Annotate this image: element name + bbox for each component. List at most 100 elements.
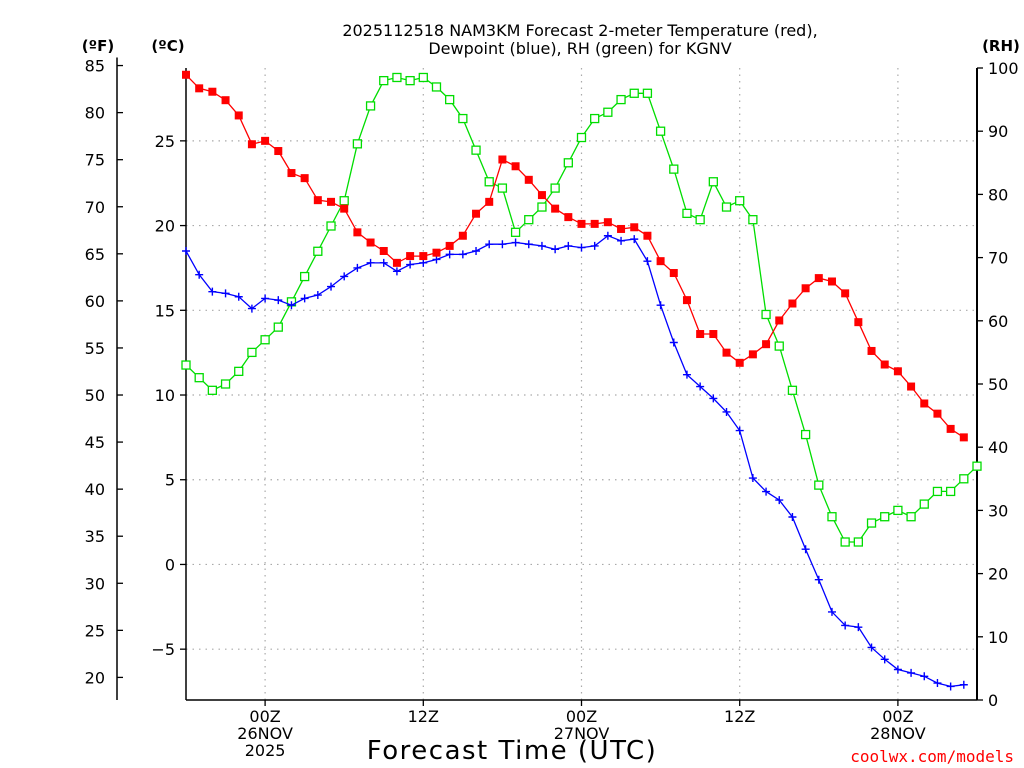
temperature-point xyxy=(247,140,256,149)
temperature-point xyxy=(643,231,652,240)
temperature-point xyxy=(709,330,718,339)
temperature-point xyxy=(379,246,388,255)
celsius-tick-label: −5 xyxy=(151,640,175,659)
dewpoint-point xyxy=(762,487,771,496)
temperature-point xyxy=(274,147,283,156)
dewpoint-point xyxy=(933,679,942,688)
temperature-point xyxy=(551,204,560,213)
rh-point xyxy=(299,271,310,282)
rh-point xyxy=(273,322,283,332)
fahrenheit-tick-label: 45 xyxy=(85,433,105,452)
dewpoint-point xyxy=(630,235,639,244)
fahrenheit-tick-label: 30 xyxy=(85,574,105,593)
temperature-point xyxy=(577,219,586,228)
rh-point xyxy=(603,107,613,117)
rh-tick-label: 80 xyxy=(988,185,1008,204)
dewpoint-point xyxy=(353,263,362,272)
rh-point xyxy=(906,512,916,522)
temperature-point xyxy=(392,258,401,267)
dewpoint-point xyxy=(748,474,757,483)
temperature-point xyxy=(814,274,823,283)
time-tick-label: 00Z xyxy=(249,707,280,726)
temperature-point xyxy=(893,367,902,376)
time-tick-label: 12Z xyxy=(408,707,439,726)
fahrenheit-tick-label: 35 xyxy=(85,527,105,546)
rh-tick-label: 100 xyxy=(988,59,1019,78)
fahrenheit-tick-label: 40 xyxy=(85,480,105,499)
celsius-tick-label: 15 xyxy=(155,301,175,320)
rh-point xyxy=(181,360,191,370)
temperature-point xyxy=(801,284,810,293)
dewpoint-point xyxy=(669,338,678,347)
dewpoint-point xyxy=(603,231,612,240)
time-tick-label: 00Z xyxy=(566,707,597,726)
dewpoint-point xyxy=(801,545,810,554)
rh-point xyxy=(761,309,771,320)
temperature-point xyxy=(432,248,441,257)
rh-point xyxy=(827,512,837,522)
rh-point xyxy=(616,94,626,105)
temperature-point xyxy=(880,360,889,369)
rh-point xyxy=(629,88,639,98)
dewpoint-point xyxy=(247,304,256,313)
rh-point xyxy=(352,139,363,149)
dewpoint-point xyxy=(182,246,190,255)
temperature-series-line xyxy=(185,74,965,438)
grid-lines xyxy=(186,68,977,700)
rh-point xyxy=(735,196,745,206)
rh-tick-label: 40 xyxy=(988,438,1008,457)
rh-axis-unit: (RH) xyxy=(982,37,1020,55)
temperature-point xyxy=(195,84,204,93)
rh-point xyxy=(510,227,521,237)
fahrenheit-tick-label: 25 xyxy=(85,621,105,640)
rh-point xyxy=(800,429,811,440)
temperature-point xyxy=(617,224,626,233)
dewpoint-point xyxy=(221,289,230,298)
temperature-point xyxy=(920,399,929,408)
temperature-point xyxy=(946,424,955,433)
dewpoint-point xyxy=(261,294,270,303)
dewpoint-point xyxy=(274,296,283,305)
rh-point xyxy=(945,486,956,497)
rh-tick-label: 50 xyxy=(988,375,1008,394)
temperature-point xyxy=(234,111,243,120)
temperature-point xyxy=(511,162,520,171)
temperature-point xyxy=(287,169,296,178)
rh-point xyxy=(339,196,349,206)
rh-point xyxy=(194,373,204,383)
credit-text: coolwx.com/models xyxy=(850,747,1014,766)
temperature-point xyxy=(933,409,942,418)
temperature-point xyxy=(867,346,876,355)
rh-point xyxy=(853,537,863,547)
dewpoint-point xyxy=(827,607,836,616)
dewpoint-point xyxy=(537,241,546,250)
rh-point xyxy=(220,379,231,389)
rh-point xyxy=(932,486,943,497)
time-tick-label: 28NOV xyxy=(870,724,926,743)
celsius-tick-label: 0 xyxy=(165,555,175,574)
temperature-point xyxy=(841,289,850,298)
dewpoint-point xyxy=(379,258,388,267)
temperature-point xyxy=(748,350,757,359)
temperature-point xyxy=(221,96,230,105)
time-tick-label: 27NOV xyxy=(554,724,610,743)
dewpoint-point xyxy=(854,623,863,632)
rh-tick-label: 10 xyxy=(988,628,1008,647)
temperature-point xyxy=(498,155,507,164)
rh-point xyxy=(484,177,494,187)
dewpoint-point xyxy=(445,250,454,259)
dewpoint-point xyxy=(722,407,731,416)
chart-title-line1: 2025112518 NAM3KM Forecast 2-meter Tempe… xyxy=(342,21,817,40)
fahrenheit-tick-label: 75 xyxy=(85,151,105,170)
dewpoint-point xyxy=(458,250,467,259)
dewpoint-point xyxy=(524,240,533,249)
dewpoint-point xyxy=(366,258,375,267)
time-tick-label: 26NOV xyxy=(237,724,293,743)
temperature-point xyxy=(445,241,454,250)
temperature-point xyxy=(775,316,784,325)
dewpoint-point xyxy=(735,426,744,435)
dewpoint-point xyxy=(551,245,560,254)
dewpoint-point xyxy=(327,282,336,291)
temperature-point xyxy=(485,197,494,206)
temperature-point xyxy=(419,252,428,261)
